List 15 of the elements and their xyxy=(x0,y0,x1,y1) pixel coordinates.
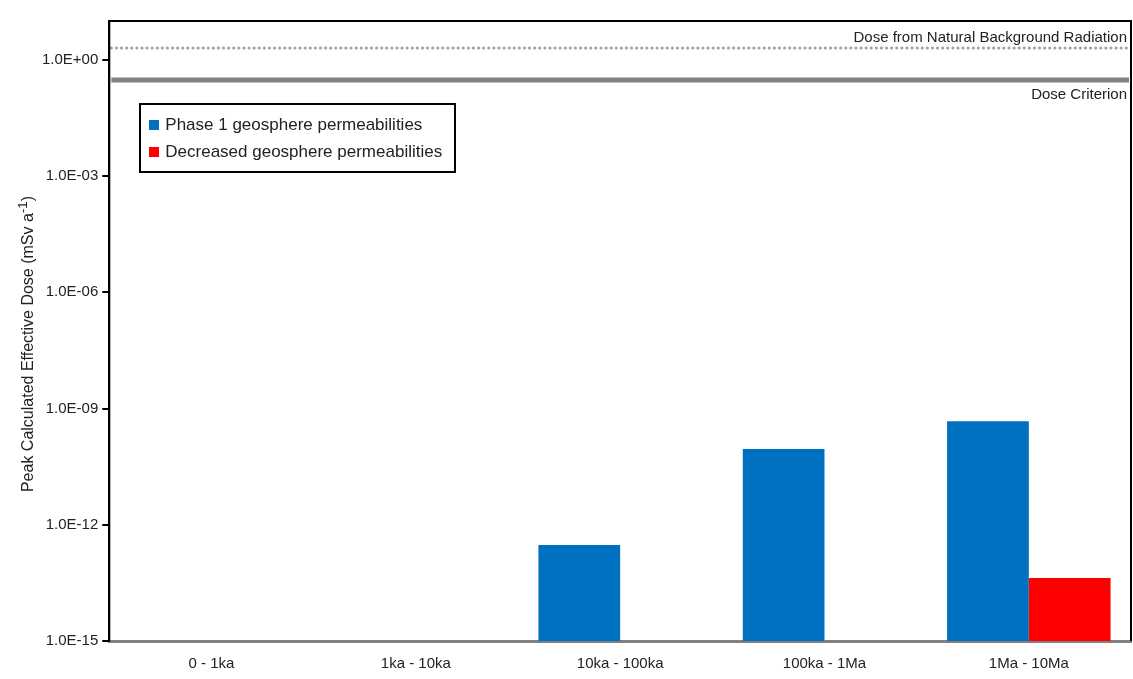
ref-line-label: Dose from Natural Background Radiation xyxy=(853,27,1127,45)
y-tick-label: 1.0E-12 xyxy=(45,514,99,532)
y-tick-label: 1.0E-06 xyxy=(45,282,99,300)
legend-label: Phase 1 geosphere permeabilities xyxy=(165,114,423,135)
x-tick-label: 1ka - 10ka xyxy=(380,654,452,672)
y-tick-label: 1.0E-09 xyxy=(45,398,99,416)
y-tick-label: 1.0E+00 xyxy=(41,49,99,67)
x-tick-label: 100ka - 1Ma xyxy=(782,654,867,672)
y-tick-label: 1.0E-03 xyxy=(45,166,99,184)
ref-line-label: Dose Criterion xyxy=(1031,84,1127,102)
y-tick-label: 1.0E-15 xyxy=(45,631,99,649)
x-tick-label: 10ka - 100ka xyxy=(576,654,665,672)
x-tick-label: 1Ma - 10Ma xyxy=(988,654,1070,672)
x-tick-label: 0 - 1ka xyxy=(188,654,236,672)
legend-label: Decreased geosphere permeabilities xyxy=(165,141,443,162)
